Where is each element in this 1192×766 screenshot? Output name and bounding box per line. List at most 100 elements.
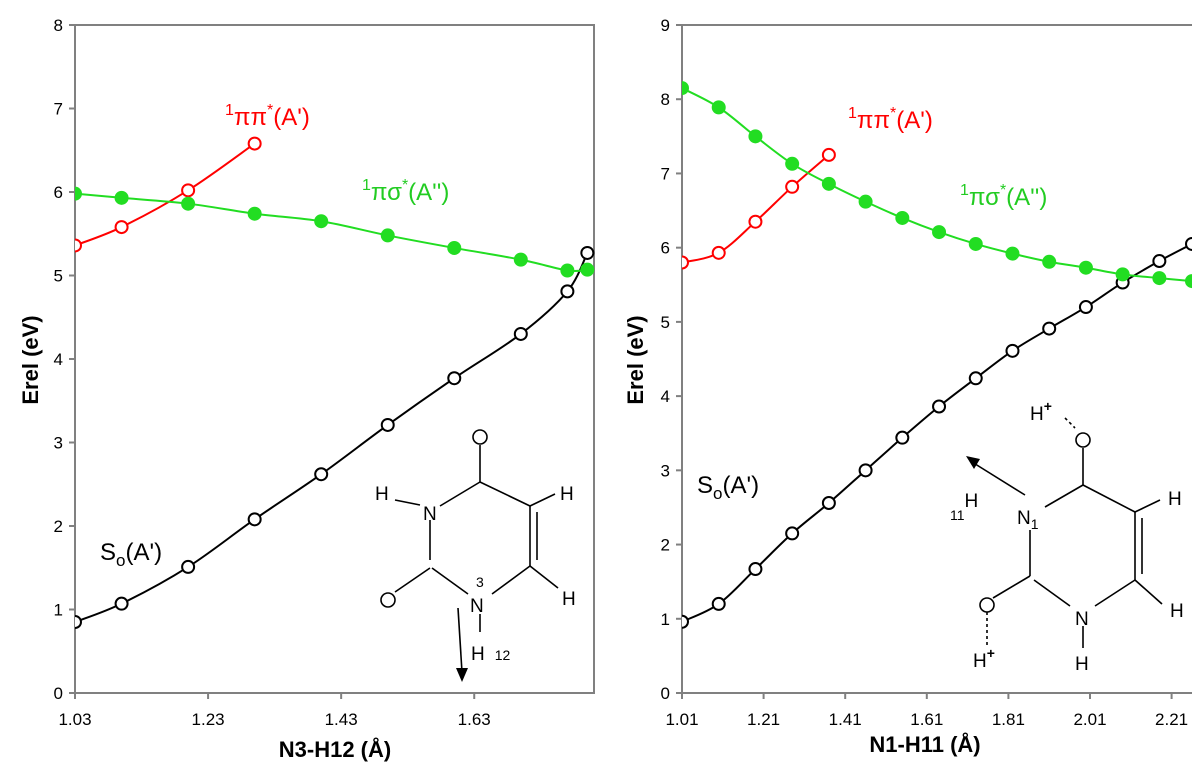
right-mol-h-bottom: H [1075,654,1089,675]
right-series-2-point [1078,260,1093,275]
right-series-2-point [895,210,910,225]
right-series-2-point [1152,271,1167,286]
right-series-1-point [748,214,763,229]
left-x-axis-label: N3-H12 (Å) [279,736,391,762]
left-series-2-point [580,262,595,277]
right-series-1-point [785,179,800,194]
right-series-1-point [821,147,836,162]
left-x-tick-label: 1.23 [192,710,225,729]
left-pisigma-label: 1πσ*(A'') [362,177,449,206]
right-x-tick-label: 1.41 [829,710,862,729]
left-x-tick-label: 1.43 [325,710,358,729]
left-series-2-point [447,240,462,255]
right-series-0-point [785,526,800,541]
right-axes: 0 1 2 3 4 5 6 7 8 9 1.01 1.21 1.41 1.61 1.81 2.01 2.21 [661,16,1189,729]
right-series-1-point [711,245,726,260]
left-series-0-point [181,559,196,574]
left-mol-h-top-left: H [375,484,389,505]
right-mol-h-bottom-right: H [1170,601,1184,622]
left-series-0-point [447,371,462,386]
right-mol-hplus-top: H+ [1030,398,1052,425]
right-series-0-point [1152,254,1167,269]
right-chart: 0 1 2 3 4 5 6 7 8 9 1.01 1.21 1.41 1.61 1.81 2.01 2.21 E… [623,16,1192,757]
left-y-tick-label: 3 [54,434,63,453]
right-series-2-point [711,100,726,115]
left-chart: 0 1 2 3 4 5 6 7 8 1.03 1.23 1.43 1.63 Erel (eV) N3-H… [18,16,595,762]
left-mol-h-top-right: H [560,484,574,505]
right-y-tick-label: 0 [661,684,670,703]
left-pipi-label: 1ππ*(A') [225,102,310,131]
left-mol-n-top: N [423,504,437,525]
right-x-tick-label: 1.61 [910,710,943,729]
left-molecule-diagram [380,429,559,682]
right-series-0-point [858,463,873,478]
right-y-tick-label: 6 [661,239,670,258]
right-mol-h-top-right: H [1168,489,1182,510]
left-series-1-point [114,220,129,235]
right-y-tick-label: 2 [661,536,670,555]
left-x-tick-label: 1.03 [58,710,91,729]
right-series-body [682,81,1192,629]
right-series-2-point [748,129,763,144]
left-series-2-point [314,214,329,229]
right-x-tick-label: 2.21 [1155,710,1188,729]
left-series-body [75,136,595,630]
left-x-tick-label: 1.63 [458,710,491,729]
right-mol-hplus-bottom: H+ [973,645,995,672]
right-series-0-point [711,596,726,611]
left-series-0-point [114,596,129,611]
left-mol-h-bottom-right: H [562,589,576,610]
right-series-2-point [932,225,947,240]
right-series-2-point [1115,267,1130,282]
right-series-2-point [821,176,836,191]
left-y-axis-label: Erel (eV) [18,315,43,404]
right-y-tick-label: 5 [661,313,670,332]
left-y-tick-label: 1 [54,601,63,620]
left-series-2-point [114,190,129,205]
right-series-2-point [858,194,873,209]
left-series-1-point [181,183,196,198]
left-series-0-point [580,245,595,260]
left-series-0-point [75,615,82,630]
left-mol-h12: H 12 [471,644,511,665]
right-series-2-point [968,236,983,251]
left-plot-frame [74,24,595,694]
left-y-tick-label: 6 [54,183,63,202]
left-series-0-point [380,417,395,432]
left-series-2-point [75,186,82,201]
right-x-axis-label: N1-H11 (Å) [869,731,980,757]
left-series-1-point [247,136,262,151]
left-series-0-point [513,326,528,341]
left-series-2-point [560,263,575,278]
right-x-tick-label: 2.01 [1073,710,1106,729]
right-series-0-point [932,399,947,414]
left-y-tick-label: 5 [54,267,63,286]
right-series [682,81,1192,629]
left-y-tick-label: 4 [54,350,63,369]
right-series-line-2 [682,87,1192,283]
right-pipi-label: 1ππ*(A') [848,105,933,134]
left-series-line-0 [75,252,589,623]
right-series-2-point [785,156,800,171]
right-mol-n1: N1 [1017,508,1039,532]
right-series-line-1 [682,154,830,264]
right-molecule-diagram [966,417,1163,648]
right-series-0-point [968,371,983,386]
right-series-2-point [1042,254,1057,269]
left-series-1-point [75,238,82,253]
right-series-0-point [682,614,689,629]
right-y-tick-label: 1 [661,610,670,629]
right-series-1-point [682,255,689,270]
left-series-0-point [314,467,329,482]
left-series-line-2 [75,192,588,273]
right-pisigma-label: 1πσ*(A'') [960,182,1047,211]
left-series [75,136,595,630]
left-y-tick-label: 8 [54,16,63,35]
right-series-0-point [821,495,836,510]
right-y-axis-label: Erel (eV) [623,315,648,404]
left-y-tick-label: 7 [54,100,63,119]
right-series-0-point [1042,321,1057,336]
right-mol-h11: 11H [950,491,978,523]
right-x-tick-label: 1.81 [992,710,1025,729]
